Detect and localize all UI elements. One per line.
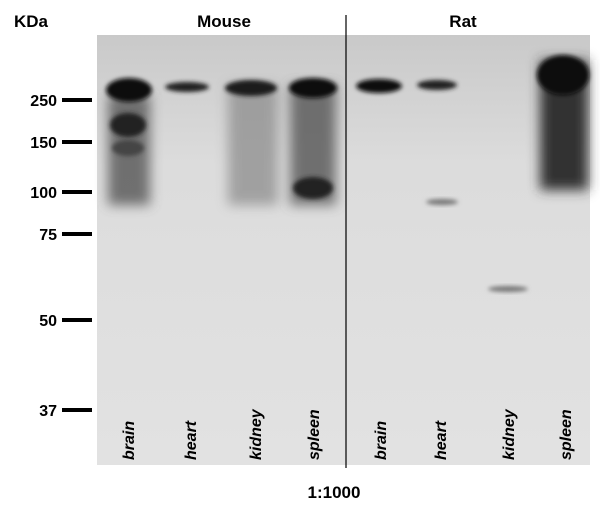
- lane-label: spleen: [558, 409, 575, 460]
- marker-label: 50: [39, 313, 57, 330]
- marker-label: 100: [30, 185, 57, 202]
- marker-label: 150: [30, 135, 57, 152]
- lane-label: heart: [433, 420, 450, 460]
- lanes: brain heart kidney spleen brain heart kidney sp…: [121, 408, 575, 460]
- group-label: Rat: [449, 12, 477, 31]
- unit-label: KDa: [14, 12, 49, 31]
- footer: 1:1000: [308, 483, 361, 502]
- lane-label: brain: [373, 421, 390, 460]
- marker-label: 75: [39, 227, 57, 244]
- bands: [106, 55, 589, 292]
- lane-label: kidney: [501, 408, 518, 460]
- markers: 250 150 100 75 50 37: [30, 93, 92, 420]
- group-label: Mouse: [197, 12, 251, 31]
- lane-label: spleen: [306, 409, 323, 460]
- lane-label: heart: [183, 420, 200, 460]
- marker-label: 37: [39, 403, 57, 420]
- blot: [97, 35, 590, 465]
- lane-label: brain: [121, 421, 138, 460]
- marker-label: 250: [30, 93, 57, 110]
- lane-label: kidney: [248, 408, 265, 460]
